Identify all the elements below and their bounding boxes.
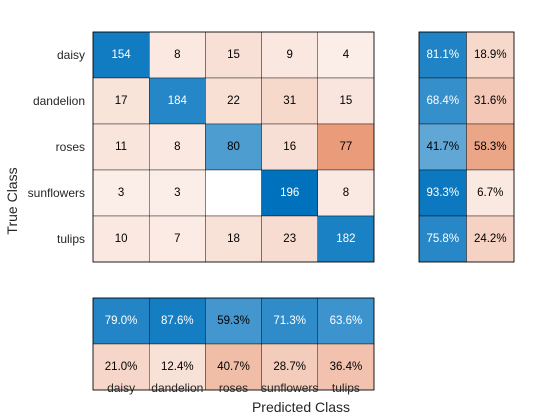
column-summary-correct-cell	[205, 297, 262, 345]
column-summary-incorrect-value: 40.7%	[217, 361, 250, 373]
matrix-cell-value: 8	[343, 187, 349, 199]
true-class-tick-label: dandelion	[33, 94, 85, 108]
column-summary-incorrect-cell	[92, 343, 150, 391]
row-summary-incorrect-cell	[466, 31, 515, 79]
true-class-tick-labels: daisy dandelion roses sunflowers tulips	[28, 48, 85, 246]
column-summary-grid: 79.0% 87.6% 59.3% 71.3% 63.6% 21.0% 12.4% 40.7%…	[92, 297, 375, 391]
column-summary-correct-value: 71.3%	[273, 315, 306, 327]
column-summary-incorrect-value: 21.0%	[105, 361, 138, 373]
matrix-cell-value: 18	[227, 233, 240, 245]
row-summary-incorrect-value: 31.6%	[474, 95, 507, 107]
predicted-class-tick-label: tulips	[332, 381, 360, 395]
matrix-cell	[205, 123, 262, 171]
row-summary-correct-value: 81.1%	[426, 49, 459, 61]
matrix-cell	[205, 169, 262, 217]
row-summary-correct-cell	[418, 169, 467, 217]
matrix-cell-value: 9	[286, 49, 292, 61]
matrix-cell-value: 196	[280, 187, 299, 199]
matrix-cell-value: 11	[115, 141, 127, 153]
column-summary-correct-value: 79.0%	[105, 315, 138, 327]
matrix-cell-value: 22	[227, 95, 240, 107]
matrix-cell	[148, 31, 206, 79]
row-summary-incorrect-cell	[466, 77, 515, 125]
column-summary-incorrect-cell	[317, 343, 375, 391]
row-summary-incorrect-value: 24.2%	[474, 233, 507, 245]
column-summary-incorrect-value: 12.4%	[161, 361, 194, 373]
predicted-class-tick-label: dandelion	[151, 381, 203, 395]
matrix-cell	[92, 215, 150, 263]
matrix-cell	[261, 31, 319, 79]
matrix-cell	[148, 169, 206, 217]
matrix-cell-value: 16	[283, 141, 296, 153]
column-summary-correct-cell	[92, 297, 150, 345]
matrix-cell-value: 80	[227, 141, 240, 153]
matrix-cell	[317, 31, 375, 79]
column-summary-incorrect-value: 28.7%	[273, 361, 306, 373]
predicted-class-tick-label: roses	[219, 381, 248, 395]
true-class-tick-label: tulips	[57, 232, 85, 246]
matrix-cell-value: 15	[227, 49, 240, 61]
matrix-cell	[261, 169, 319, 217]
column-summary-incorrect-value: 36.4%	[330, 361, 363, 373]
row-summary-grid: 81.1% 18.9% 68.4% 31.6% 41.7% 58.3% 93.3% 6.7% 7…	[418, 31, 515, 263]
matrix-cell	[261, 215, 319, 263]
matrix-cell-value: 31	[283, 95, 296, 107]
matrix-cell-value: 8	[174, 141, 180, 153]
matrix-cell-value: 7	[174, 233, 180, 245]
matrix-cell	[317, 169, 375, 217]
matrix-cell-value: 3	[174, 187, 180, 199]
matrix-cell-value: 182	[336, 233, 355, 245]
predicted-class-tick-label: sunflowers	[261, 381, 318, 395]
matrix-cell-value: 15	[340, 95, 353, 107]
matrix-cell-value: 17	[115, 95, 128, 107]
matrix-cell	[261, 123, 319, 171]
row-summary-correct-value: 75.8%	[426, 233, 459, 245]
matrix-cell-value: 77	[340, 141, 353, 153]
matrix-border	[92, 31, 375, 263]
matrix-cell-value: 10	[115, 233, 128, 245]
column-summary-border	[92, 297, 375, 391]
column-summary-correct-value: 59.3%	[217, 315, 250, 327]
matrix-cell	[317, 123, 375, 171]
column-summary-correct-cell	[261, 297, 319, 345]
matrix-cell-value: 154	[112, 49, 132, 61]
true-class-tick-label: roses	[56, 140, 85, 154]
y-axis-label: True Class	[4, 167, 20, 234]
x-axis-label: Predicted Class	[252, 399, 350, 415]
row-summary-correct-value: 41.7%	[426, 141, 459, 153]
true-class-tick-label: daisy	[57, 48, 85, 62]
row-summary-correct-value: 68.4%	[426, 95, 459, 107]
predicted-class-tick-label: daisy	[107, 381, 135, 395]
matrix-cell-value: 184	[168, 95, 188, 107]
column-summary-incorrect-cell	[148, 343, 206, 391]
matrix-cell	[317, 77, 375, 125]
matrix-cell	[92, 77, 150, 125]
row-summary-incorrect-cell	[466, 169, 515, 217]
column-summary-incorrect-cell	[261, 343, 319, 391]
matrix-cell-value: 3	[118, 187, 124, 199]
matrix-cell	[148, 123, 206, 171]
row-summary-correct-cell	[418, 123, 467, 171]
predicted-class-tick-labels: daisy dandelion roses sunflowers tulips	[107, 381, 360, 395]
true-class-tick-label: sunflowers	[28, 186, 85, 200]
matrix-cell	[205, 77, 262, 125]
matrix-cell-value: 4	[343, 49, 350, 61]
matrix-cell-value: 8	[174, 49, 180, 61]
column-summary-incorrect-cell	[205, 343, 262, 391]
row-summary-incorrect-value: 6.7%	[477, 187, 503, 199]
row-summary-correct-value: 93.3%	[426, 187, 459, 199]
row-summary-border	[418, 31, 515, 263]
column-summary-correct-value: 87.6%	[161, 315, 194, 327]
matrix-cell	[205, 215, 262, 263]
column-summary-correct-value: 63.6%	[330, 315, 363, 327]
matrix-cell	[148, 215, 206, 263]
matrix-cell	[92, 31, 150, 79]
row-summary-correct-cell	[418, 77, 467, 125]
row-summary-incorrect-value: 18.9%	[474, 49, 507, 61]
row-summary-incorrect-value: 58.3%	[474, 141, 507, 153]
matrix-cell-value: 23	[283, 233, 296, 245]
row-summary-incorrect-cell	[466, 123, 515, 171]
